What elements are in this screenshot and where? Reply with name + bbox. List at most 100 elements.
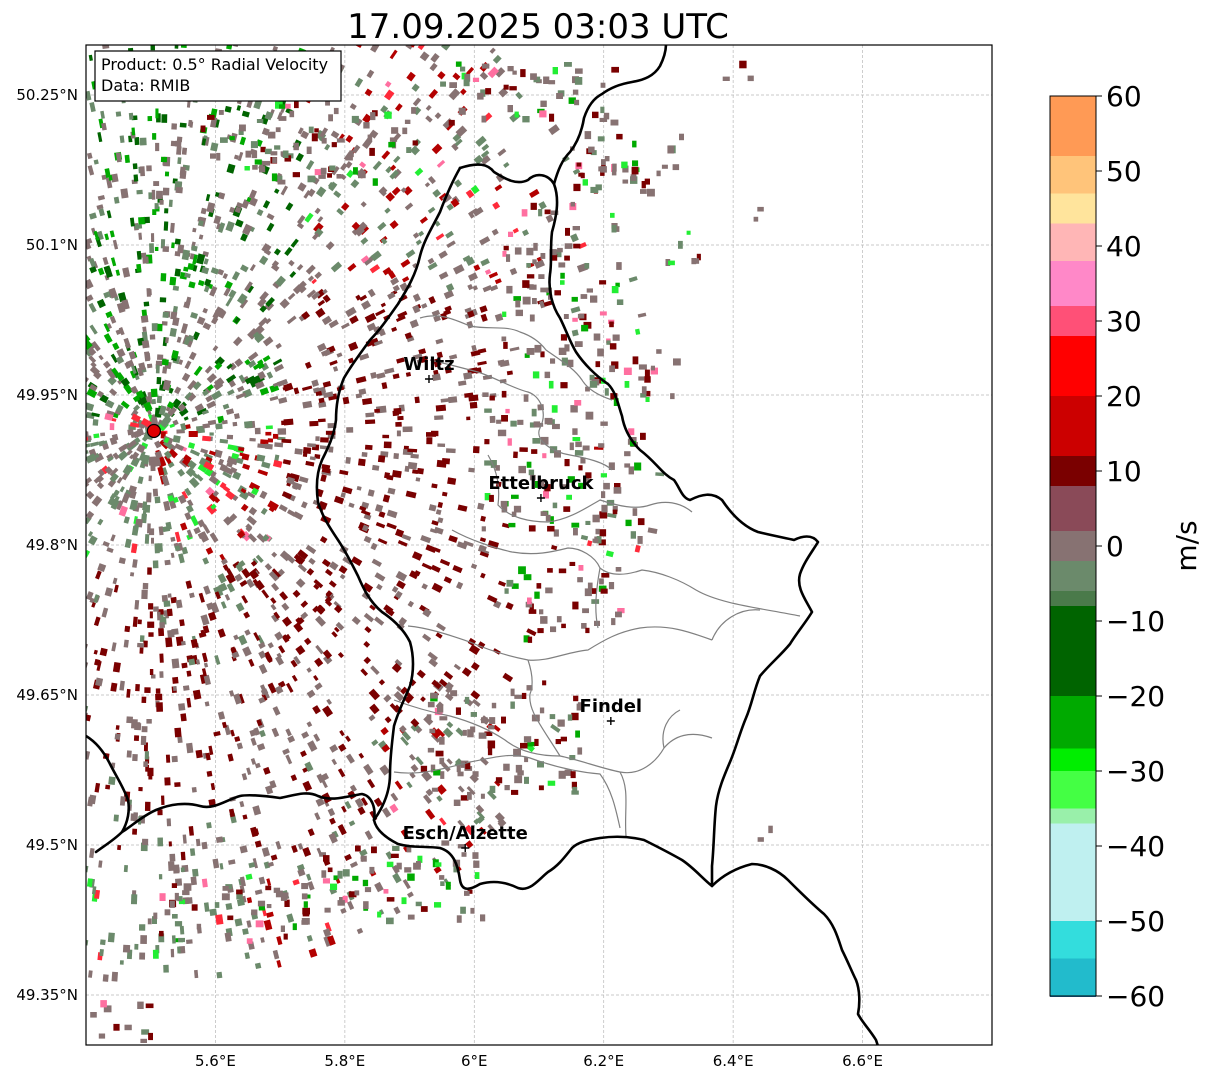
echo-cell bbox=[248, 658, 255, 667]
echo-cell bbox=[509, 267, 518, 276]
echo-cell bbox=[425, 808, 436, 820]
echo-cell bbox=[86, 388, 98, 399]
echo-cell bbox=[270, 263, 280, 272]
echo-cell bbox=[526, 263, 531, 268]
echo-cell bbox=[539, 300, 546, 309]
echo-cell bbox=[342, 869, 350, 877]
echo-cell bbox=[194, 969, 199, 979]
echo-cell bbox=[612, 334, 620, 341]
x-tick-label: 6.4°E bbox=[713, 1052, 754, 1070]
echo-cell bbox=[177, 736, 183, 744]
echo-cell bbox=[431, 483, 438, 489]
echo-cell bbox=[359, 294, 368, 302]
echo-cell bbox=[209, 286, 218, 297]
echo-cell bbox=[538, 201, 547, 210]
echo-cell bbox=[258, 650, 267, 659]
colorbar-tick-label: −40 bbox=[1106, 830, 1165, 863]
echo-cell bbox=[235, 392, 247, 400]
echo-cell bbox=[455, 581, 464, 590]
echo-cell bbox=[171, 658, 180, 669]
echo-cell bbox=[338, 743, 347, 752]
echo-cell bbox=[595, 184, 602, 191]
echo-cell bbox=[126, 716, 133, 724]
echo-cell bbox=[103, 323, 111, 333]
echo-cell bbox=[159, 893, 166, 901]
echo-cell bbox=[164, 777, 171, 786]
echo-cell bbox=[324, 143, 331, 151]
echo-cell bbox=[431, 309, 441, 317]
echo-cell bbox=[244, 952, 250, 960]
echo-cell bbox=[156, 395, 163, 404]
echo-cell bbox=[391, 186, 401, 196]
echo-cell bbox=[239, 579, 248, 587]
echo-cell bbox=[134, 599, 140, 610]
echo-cell bbox=[123, 516, 130, 524]
echo-cell bbox=[455, 727, 465, 737]
echo-cell bbox=[414, 396, 420, 404]
echo-cell bbox=[599, 280, 607, 285]
y-axis-ticks: 50.25°N50.1°N49.95°N49.8°N49.65°N49.5°N4… bbox=[16, 86, 78, 1004]
echo-cell bbox=[567, 714, 573, 721]
echo-cell bbox=[296, 280, 307, 291]
echo-cell bbox=[167, 461, 175, 469]
echo-cell bbox=[89, 324, 98, 335]
echo-cell bbox=[113, 196, 120, 204]
echo-cell bbox=[564, 62, 572, 67]
echo-cell bbox=[550, 723, 561, 733]
echo-cell bbox=[597, 348, 604, 357]
echo-cell bbox=[301, 311, 311, 320]
echo-cell bbox=[467, 729, 474, 738]
echo-cell bbox=[194, 403, 205, 412]
echo-cell bbox=[361, 451, 368, 457]
echo-cell bbox=[142, 256, 149, 264]
echo-cell bbox=[195, 749, 203, 759]
echo-cell bbox=[506, 254, 511, 262]
echo-cell bbox=[154, 496, 161, 504]
echo-cell bbox=[215, 423, 223, 430]
echo-cell bbox=[237, 634, 248, 646]
echo-cell bbox=[400, 258, 411, 268]
echo-cell bbox=[246, 767, 252, 776]
echo-cell bbox=[180, 323, 189, 334]
echo-cell bbox=[192, 472, 199, 479]
echo-cell bbox=[192, 264, 198, 272]
echo-cell bbox=[428, 658, 438, 668]
echo-cell bbox=[270, 151, 278, 156]
echo-cell bbox=[259, 166, 266, 173]
echo-cell bbox=[470, 907, 475, 914]
echo-cell bbox=[465, 840, 474, 849]
echo-cell bbox=[446, 721, 454, 729]
echo-cell bbox=[246, 897, 253, 904]
echo-cell bbox=[130, 543, 138, 554]
echo-cell bbox=[102, 540, 110, 548]
echo-cell bbox=[621, 161, 628, 169]
echo-cell bbox=[157, 611, 161, 621]
radar-site-marker bbox=[146, 423, 161, 439]
echo-cell bbox=[131, 127, 136, 136]
echo-cell bbox=[426, 714, 432, 720]
echo-cell bbox=[494, 67, 506, 78]
echo-cell bbox=[360, 201, 367, 208]
echo-cell bbox=[237, 560, 246, 568]
echo-cell bbox=[410, 145, 420, 156]
echo-cell bbox=[254, 427, 261, 435]
echo-cell bbox=[616, 299, 624, 305]
echo-cell bbox=[650, 365, 655, 371]
echo-cell bbox=[461, 72, 466, 80]
echo-cell bbox=[203, 461, 215, 471]
echo-cell bbox=[679, 133, 684, 141]
echo-cell bbox=[203, 285, 210, 293]
echo-cell bbox=[540, 100, 547, 107]
echo-cell bbox=[526, 461, 532, 468]
echo-cell bbox=[238, 374, 246, 383]
echo-cell bbox=[143, 301, 150, 307]
echo-cell bbox=[88, 257, 97, 268]
echo-cell bbox=[557, 719, 565, 727]
colorbar-band bbox=[1050, 261, 1096, 306]
echo-cell bbox=[315, 604, 326, 615]
echo-cell bbox=[221, 721, 228, 729]
echo-cell bbox=[174, 727, 182, 738]
info-product: Product: 0.5° Radial Velocity bbox=[101, 55, 328, 74]
echo-cell bbox=[556, 616, 562, 623]
